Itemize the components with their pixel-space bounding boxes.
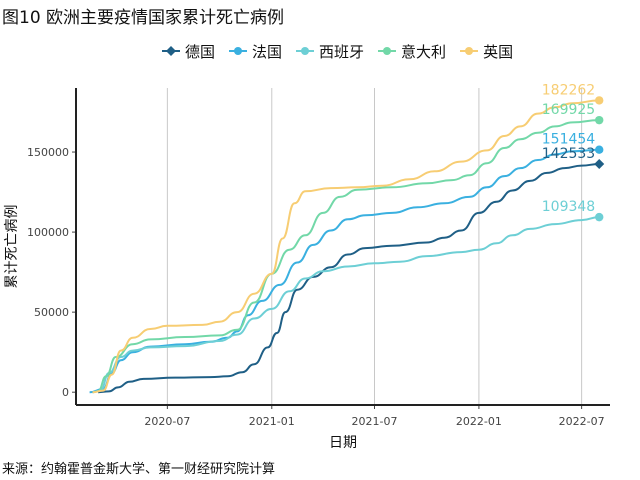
- chart-legend: 德国 法国 西班牙 意大利 英国: [162, 40, 513, 62]
- series-end-marker-5: [595, 96, 604, 105]
- source-note: 来源：约翰霍普金斯大学、第一财经研究院计算: [2, 462, 276, 477]
- legend-key-5: [460, 47, 479, 55]
- x-axis-label: 日期: [329, 435, 357, 451]
- legend-label: 法国: [252, 42, 283, 61]
- legend-key-1: [162, 46, 180, 56]
- x-tick-label: 2020-07: [144, 415, 190, 428]
- legend-key-2: [229, 47, 248, 55]
- series-end-marker-4: [595, 115, 604, 125]
- legend-label: 德国: [185, 42, 216, 61]
- legend-key-4: [378, 47, 397, 55]
- series-end-label-3: 109348: [542, 199, 595, 215]
- y-axis-label: 累计死亡病例: [4, 205, 20, 289]
- series-end-marker-1: [594, 158, 605, 169]
- series-end-label-4: 169925: [542, 102, 595, 118]
- series-line-3: [92, 216, 600, 394]
- x-tick-label: 2022-07: [559, 415, 605, 428]
- legend-label: 英国: [483, 42, 514, 61]
- chart-title: 图10 欧洲主要疫情国家累计死亡病例: [2, 8, 285, 28]
- legend-key-3: [296, 47, 315, 55]
- legend-label: 西班牙: [319, 42, 365, 61]
- series-end-label-5: 182262: [542, 82, 595, 98]
- legend-item-2: 法国: [229, 41, 282, 62]
- series-line-2: [89, 148, 600, 394]
- y-tick-label: 50000: [34, 306, 69, 319]
- y-tick-label: 100000: [27, 226, 69, 239]
- series-line-1: [98, 163, 600, 394]
- x-tick-label: 2022-01: [456, 415, 502, 428]
- legend-label: 意大利: [401, 42, 447, 61]
- legend-item-1: 德国: [162, 41, 215, 62]
- y-tick-label: 150000: [27, 146, 69, 159]
- legend-item-3: 西班牙: [296, 41, 364, 62]
- x-tick-label: 2021-07: [352, 415, 398, 428]
- series-line-5: [92, 99, 600, 394]
- x-tick-label: 2021-01: [249, 415, 295, 428]
- y-tick-label: 0: [62, 386, 69, 399]
- series-line-4: [92, 119, 600, 394]
- legend-item-4: 意大利: [378, 41, 446, 62]
- series-end-marker-2: [595, 145, 604, 154]
- legend-item-5: 英国: [460, 41, 513, 62]
- series-end-marker-3: [595, 212, 604, 222]
- series-end-label-2: 151454: [542, 132, 596, 148]
- series-end-label-1: 142533: [542, 146, 595, 162]
